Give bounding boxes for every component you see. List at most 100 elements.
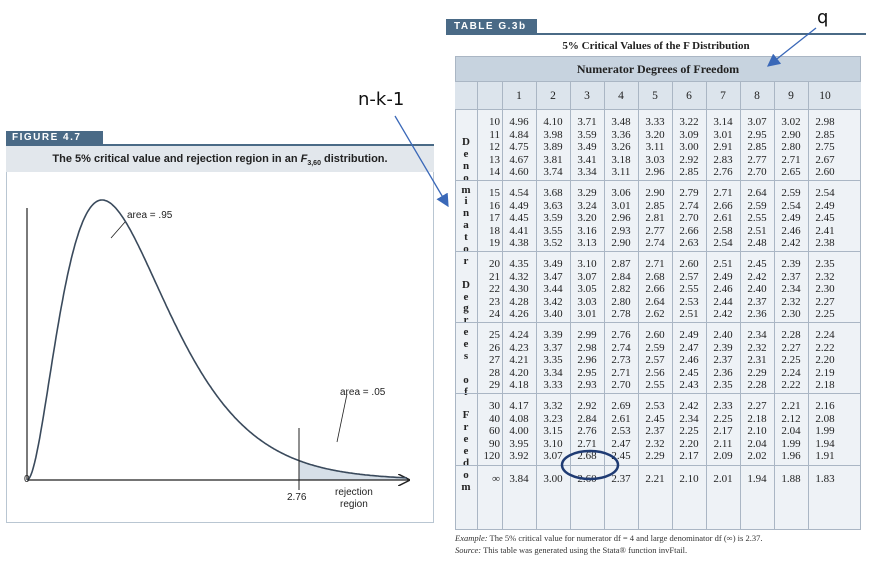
table-cell: 4.35: [509, 258, 529, 270]
table-cell: 4.96: [509, 116, 529, 128]
table-cell: 2.64: [645, 295, 665, 308]
table-cell: 3.32: [543, 400, 563, 412]
table-cell: 2.84: [577, 412, 597, 425]
table-cell: 2.90: [781, 128, 801, 141]
table-cell: 2.38: [815, 237, 835, 250]
table-cell: 1.99: [781, 437, 801, 450]
table-cell: 3.49: [577, 141, 597, 154]
table-source-note: Source: This table was generated using t…: [455, 545, 687, 555]
column-divider: [740, 82, 741, 530]
table-cell: 2.42: [747, 270, 767, 283]
table-cell: 2.09: [713, 450, 733, 463]
table-cell: 2.66: [713, 199, 733, 212]
table-cell: 3.33: [543, 379, 563, 392]
column-divider: [604, 82, 605, 530]
column-divider: [672, 82, 673, 530]
table-cell: 3.39: [543, 329, 563, 341]
table-cell: 3.47: [543, 270, 563, 283]
table-cell: 2.17: [679, 450, 699, 463]
row-label-df-120: 120: [483, 450, 501, 463]
table-cell: 2.76: [713, 166, 733, 179]
table-cell: 2.12: [781, 412, 801, 425]
annotation-nk1: n-k-1: [358, 89, 405, 110]
column-divider: [502, 82, 503, 530]
table-cell: 2.90: [611, 237, 631, 250]
table-cell: 2.37: [713, 354, 733, 367]
table-cell: 4.28: [509, 295, 529, 308]
table-cell: 1.96: [781, 450, 801, 463]
table-cell: 4.45: [509, 212, 529, 225]
table-cell: 3.34: [577, 166, 597, 179]
table-cell: 3.37: [543, 341, 563, 354]
table-cell: 3.20: [645, 128, 665, 141]
table-cell: 2.62: [645, 308, 665, 321]
column-header-4: 4: [618, 90, 624, 102]
table-cell: 2.21: [781, 400, 801, 412]
table-cell: 2.85: [645, 199, 665, 212]
rejection-label-1: rejection: [335, 487, 373, 498]
table-cell: 3.03: [577, 295, 597, 308]
table-cell: 2.70: [679, 212, 699, 225]
row-label-df-26: 26: [489, 341, 500, 354]
row-group-divider: [455, 180, 861, 181]
table-cell: 2.25: [781, 354, 801, 367]
area-main-leader: [110, 221, 126, 239]
table-cell: 1.99: [815, 425, 835, 438]
table-rule: [446, 33, 866, 35]
table-cell: 2.41: [815, 224, 835, 237]
table-cell: 2.59: [747, 199, 767, 212]
table-cell: 2.57: [645, 354, 665, 367]
table-cell: 2.76: [577, 425, 597, 438]
table-cell: 3.59: [577, 128, 597, 141]
table-cell: 2.45: [679, 366, 699, 379]
table-cell: 2.71: [781, 153, 801, 166]
table-cell: 2.93: [611, 224, 631, 237]
table-cell: 2.45: [815, 212, 835, 225]
table-cell: 3.09: [679, 128, 699, 141]
table-cell: 4.75: [509, 141, 529, 154]
row-label-df-15: 15: [489, 187, 500, 199]
table-cell: 2.53: [611, 425, 631, 438]
table-cell: 2.10: [679, 473, 699, 485]
row-group-divider: [455, 322, 861, 323]
table-cell: 2.60: [645, 329, 665, 341]
critical-value-label: 2.76: [287, 492, 307, 503]
row-group-divider: [455, 393, 861, 394]
table-cell: 2.39: [713, 341, 733, 354]
table-cell: 2.22: [815, 341, 835, 354]
table-cell: 2.27: [815, 295, 835, 308]
table-cell: 3.74: [543, 166, 563, 179]
table-cell: 2.99: [577, 329, 597, 341]
table-cell: 2.34: [679, 412, 699, 425]
column-divider: [536, 82, 537, 530]
table-cell: 3.01: [713, 128, 733, 141]
table-cell: 4.20: [509, 366, 529, 379]
table-cell: 2.30: [781, 308, 801, 321]
table-cell: 2.60: [679, 258, 699, 270]
source-label: Source:: [455, 545, 482, 555]
column-header-6: 6: [686, 90, 692, 102]
column-header-8: 8: [754, 90, 760, 102]
column-divider: [706, 82, 707, 530]
row-label-df-28: 28: [489, 366, 500, 379]
table-cell: 3.71: [577, 116, 597, 128]
table-cell: 2.60: [577, 473, 597, 485]
table-cell: 4.67: [509, 153, 529, 166]
table-cell: 4.38: [509, 237, 529, 250]
table-cell: 2.45: [611, 450, 631, 463]
table-cell: 1.88: [781, 473, 801, 485]
row-label-df-40: 40: [489, 412, 500, 425]
column-divider: [774, 82, 775, 530]
table-cell: 3.10: [577, 258, 597, 270]
annotation-q: q: [817, 7, 829, 28]
table-cell: 2.95: [747, 128, 767, 141]
table-cell: 2.67: [815, 153, 835, 166]
table-cell: 2.82: [611, 283, 631, 296]
table-cell: 2.56: [645, 366, 665, 379]
table-tag: TABLE G.3b: [446, 19, 537, 34]
area-tail-label: area = .05: [340, 387, 386, 398]
row-label-df-25: 25: [489, 329, 500, 341]
table-cell: 3.34: [543, 366, 563, 379]
table-cell: 2.49: [781, 212, 801, 225]
